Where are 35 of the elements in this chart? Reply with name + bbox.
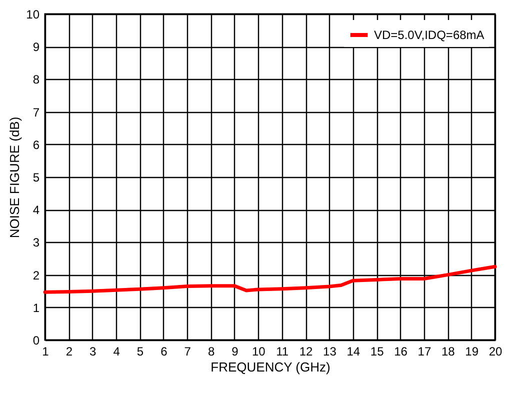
- line-series: [43, 264, 497, 294]
- x-tick-label: 18: [441, 344, 456, 358]
- y-tick-label: 7: [32, 105, 40, 120]
- x-tick-label: 15: [370, 344, 384, 358]
- x-tick-label: 17: [418, 344, 432, 358]
- x-tick-label: 1: [42, 344, 50, 358]
- y-tick-label: 1: [32, 300, 40, 315]
- y-tick-label: 5: [32, 170, 40, 184]
- x-tick-label: 7: [184, 344, 192, 358]
- x-tick-label: 4: [113, 344, 120, 358]
- x-tick-label: 11: [276, 344, 289, 358]
- x-tick-label: 13: [323, 344, 337, 358]
- x-tick-label: 8: [208, 344, 215, 358]
- x-tick-label: 3: [90, 344, 97, 358]
- y-axis-title: NOISE FIGURE (dB): [7, 116, 22, 238]
- x-tick-label: 10: [252, 344, 266, 358]
- y-tick-label: 6: [32, 138, 40, 152]
- x-tick-label: 16: [394, 344, 408, 358]
- y-tick-label: 9: [32, 40, 40, 54]
- x-tick-label: 14: [346, 344, 360, 358]
- x-axis-title: FREQUENCY (GHz): [210, 360, 330, 374]
- x-tick-label: 9: [232, 344, 239, 358]
- y-tick-label: 2: [32, 268, 40, 282]
- y-tick-label: 8: [32, 72, 40, 87]
- y-tick-label: 3: [32, 236, 40, 250]
- x-tick-label: 20: [488, 344, 502, 358]
- y-tick-label: 0: [32, 334, 40, 348]
- x-tick-label: 5: [136, 344, 144, 358]
- x-tick-label: 2: [66, 344, 73, 358]
- y-tick-label: 10: [26, 8, 40, 22]
- legend-label: VD=5.0V,IDQ=68mA: [374, 28, 484, 42]
- x-tick-label: 6: [160, 344, 168, 358]
- y-tick-label: 4: [32, 203, 40, 218]
- x-tick-label: 19: [465, 344, 479, 358]
- x-tick-label: 12: [299, 344, 314, 358]
